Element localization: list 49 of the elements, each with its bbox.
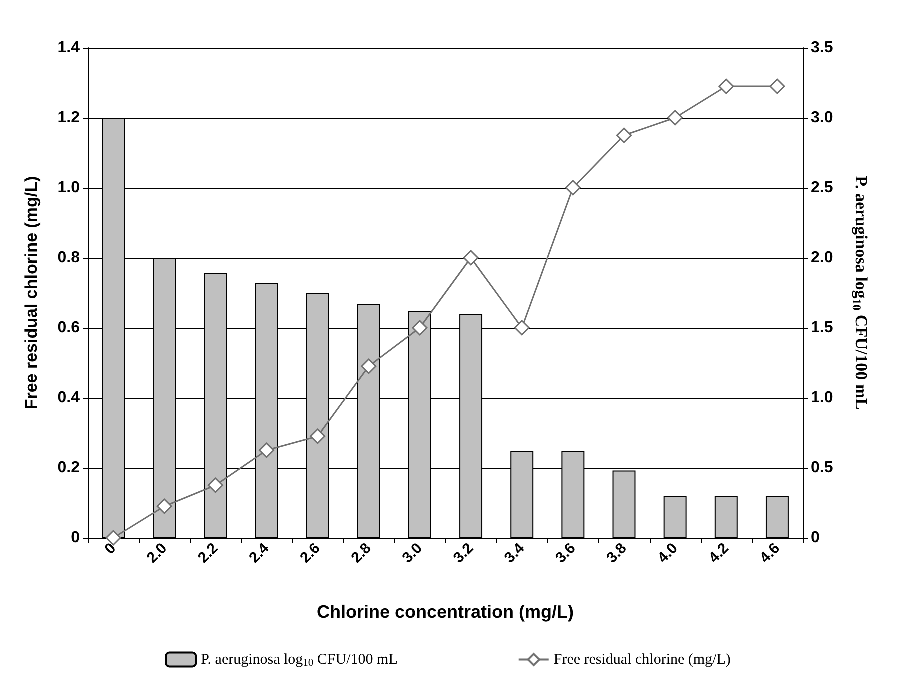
x-axis-title: Chlorine concentration (mg/L) — [316, 602, 574, 622]
y2-tick-label: 3.0 — [811, 110, 834, 126]
y2-tick-label: 3.5 — [811, 40, 834, 56]
y-tick-label: 1.0 — [58, 180, 80, 196]
point — [208, 478, 224, 494]
x-tick-label: 3.8 — [604, 540, 630, 567]
y-tick-label: 0.8 — [58, 250, 80, 266]
x-tick-label: 4.2 — [706, 540, 732, 567]
point — [616, 128, 632, 144]
point — [668, 110, 684, 126]
x-tick-label: 4.6 — [756, 540, 784, 567]
point — [463, 250, 479, 266]
x-tick-label: 2.6 — [297, 540, 324, 567]
bar — [612, 470, 636, 538]
x-tick-label: 2.2 — [194, 540, 222, 567]
point — [361, 358, 377, 374]
x-tick-label: 3.2 — [450, 540, 478, 567]
bar — [664, 496, 687, 538]
x-tick-label: 2.4 — [246, 540, 274, 567]
point — [514, 320, 530, 336]
x-tick-label: 3.6 — [552, 540, 580, 567]
y-tick-label: 0.6 — [58, 320, 80, 336]
point — [770, 78, 786, 94]
point — [718, 78, 734, 94]
y2-tick-label: 1.5 — [811, 320, 834, 336]
y2-tick-label: 2.0 — [811, 250, 834, 266]
x-tick-label: 3.4 — [501, 540, 529, 567]
y-tick-label: 0.4 — [58, 390, 80, 406]
y2-axis-title: P. aeruginosa log10 CFU/100 mL — [850, 176, 871, 410]
point — [310, 428, 326, 444]
x-tick-label: 4.0 — [654, 540, 682, 567]
point — [156, 498, 172, 514]
point — [565, 180, 581, 196]
point — [259, 442, 274, 458]
y2-tick-label: 1.0 — [811, 390, 834, 406]
x-tick-label: 3.0 — [399, 540, 426, 567]
legend-label: Free residual chlorine (mg/L) — [554, 652, 731, 668]
y-tick-label: 1.2 — [58, 110, 80, 126]
bar — [766, 496, 789, 538]
x-tick-label: 0 — [102, 540, 120, 558]
y-tick-label: 1.4 — [58, 40, 80, 56]
y2-tick-label: 2.5 — [811, 180, 834, 196]
y2-tick-label: 0.5 — [811, 460, 834, 476]
y-tick-label: 0.2 — [58, 460, 80, 476]
x-tick-label: 2.8 — [348, 540, 375, 567]
x-tick-label: 2.0 — [144, 540, 171, 567]
bar — [714, 496, 738, 538]
point — [412, 320, 428, 336]
y-axis-title: Free residual chlorine (mg/L) — [22, 176, 41, 410]
